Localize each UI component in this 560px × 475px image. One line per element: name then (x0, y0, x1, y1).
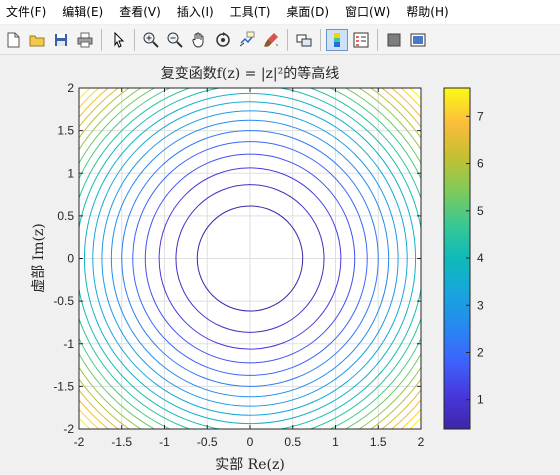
new-file-button[interactable] (2, 29, 24, 51)
colorbar-tick-label: 4 (477, 251, 484, 265)
pan-hand-icon (190, 31, 208, 49)
y-tick-label: -1.5 (53, 379, 74, 393)
grid-lines (79, 88, 421, 429)
show-plot-tools-icon (409, 31, 427, 49)
pointer-arrow-icon (109, 31, 127, 49)
y-tick-label: 0.5 (57, 209, 74, 223)
contour-line (132, 141, 368, 376)
x-tick-label: 0 (247, 435, 254, 449)
contour-line (121, 130, 379, 387)
x-tick-label: 2 (418, 435, 425, 449)
contour-lines (79, 88, 421, 429)
toolbar-separator (377, 28, 378, 51)
menu-item-5[interactable]: 桌面(D) (286, 5, 330, 19)
x-tick-label: -0.5 (197, 435, 218, 449)
hide-plot-tools-button[interactable] (383, 29, 405, 51)
contour-line (92, 101, 408, 416)
data-cursor-icon (238, 31, 256, 49)
colorbar-tick-label: 3 (477, 298, 484, 312)
save-icon (52, 31, 70, 49)
colorbar[interactable] (443, 87, 471, 430)
y-tick-label: -0.5 (53, 294, 74, 308)
x-tick-label: 1.5 (370, 435, 387, 449)
menu-item-1[interactable]: 编辑(E) (62, 5, 104, 19)
menu-item-4[interactable]: 工具(T) (229, 5, 271, 19)
pan-hand-button[interactable] (188, 29, 210, 51)
x-tick-label: -1 (159, 435, 170, 449)
hide-plot-tools-icon (385, 31, 403, 49)
legend-button[interactable] (350, 29, 372, 51)
contour-line (144, 153, 356, 364)
link-plot-button[interactable] (293, 29, 315, 51)
y-tick-label: 0 (67, 252, 74, 266)
zoom-out-button[interactable] (164, 29, 186, 51)
menu-item-3[interactable]: 插入(I) (176, 5, 214, 19)
colorbar-tick-label: 7 (477, 109, 484, 123)
y-tick-label: -1 (63, 337, 74, 351)
pointer-arrow-button[interactable] (107, 29, 129, 51)
figure-area: -2 -1.5 -1 -0.5 0 0.5 1 1.5 2 -2 -1.5 -1 -0.5 0 0.5 1 1.… (0, 56, 560, 475)
contour-line (175, 184, 325, 333)
axis-ticks: -2 -1.5 -1 -0.5 0 0.5 1 1.5 2 -2 -1.5 -1 -0.5 0 0.5 1 1.… (53, 81, 424, 449)
menu-item-0[interactable]: 文件(F) (6, 5, 47, 19)
toolbar-separator (134, 28, 135, 51)
colorbar-ticks: 1 2 3 4 5 6 7 (466, 109, 484, 407)
colorbar-tick-label: 5 (477, 204, 484, 218)
menu-bar: 文件(F) 编辑(E) 查看(V) 插入(I) 工具(T) 桌面(D) 窗口(W) 帮助(H) (0, 0, 560, 24)
colorbar-tick-label: 1 (477, 393, 484, 407)
print-icon (76, 31, 94, 49)
toolbar-separator (101, 28, 102, 51)
toolbar-separator (287, 28, 288, 51)
zoom-out-icon (166, 31, 184, 49)
menu-item-2[interactable]: 查看(V) (119, 5, 161, 19)
colorbar-button[interactable] (326, 28, 348, 51)
contour-line (101, 110, 399, 407)
contour-line (158, 167, 342, 350)
contour-line (110, 119, 390, 398)
colorbar-icon (328, 31, 346, 49)
plot-title: 复变函数f(z) = |z|²的等高线 (161, 65, 340, 82)
brush-button[interactable] (260, 29, 282, 51)
figure-toolbar (0, 25, 560, 55)
save-button[interactable] (50, 29, 72, 51)
show-plot-tools-button[interactable] (407, 29, 429, 51)
x-tick-label: 1 (332, 435, 339, 449)
print-button[interactable] (74, 29, 96, 51)
zoom-in-icon (142, 31, 160, 49)
contour-figure: -2 -1.5 -1 -0.5 0 0.5 1 1.5 2 -2 -1.5 -1 -0.5 0 0.5 1 1.… (31, 65, 484, 473)
contour-line (83, 92, 417, 425)
legend-icon (352, 31, 370, 49)
y-tick-label: 2 (67, 81, 74, 95)
rotate-3d-icon (214, 31, 232, 49)
y-axis-label: 虚部 Im(z) (31, 223, 47, 293)
rotate-3d-button[interactable] (212, 29, 234, 51)
y-tick-label: 1 (67, 166, 74, 180)
data-cursor-button[interactable] (236, 29, 258, 51)
menu-item-7[interactable]: 帮助(H) (406, 5, 449, 19)
colorbar-tick-label: 2 (477, 345, 484, 359)
brush-icon (262, 31, 280, 49)
y-tick-label: -2 (63, 422, 74, 436)
link-plot-icon (295, 31, 313, 49)
x-tick-label: -2 (74, 435, 85, 449)
x-tick-label: -1.5 (111, 435, 132, 449)
open-folder-icon (28, 31, 46, 49)
new-file-icon (4, 31, 22, 49)
toolbar-separator (320, 28, 321, 51)
y-tick-label: 1.5 (57, 124, 74, 138)
x-tick-label: 0.5 (284, 435, 301, 449)
contour-line (196, 205, 304, 312)
zoom-in-button[interactable] (140, 29, 162, 51)
menu-item-6[interactable]: 窗口(W) (345, 5, 391, 19)
colorbar-tick-label: 6 (477, 157, 484, 171)
x-axis-label: 实部 Re(z) (215, 457, 285, 473)
open-folder-button[interactable] (26, 29, 48, 51)
